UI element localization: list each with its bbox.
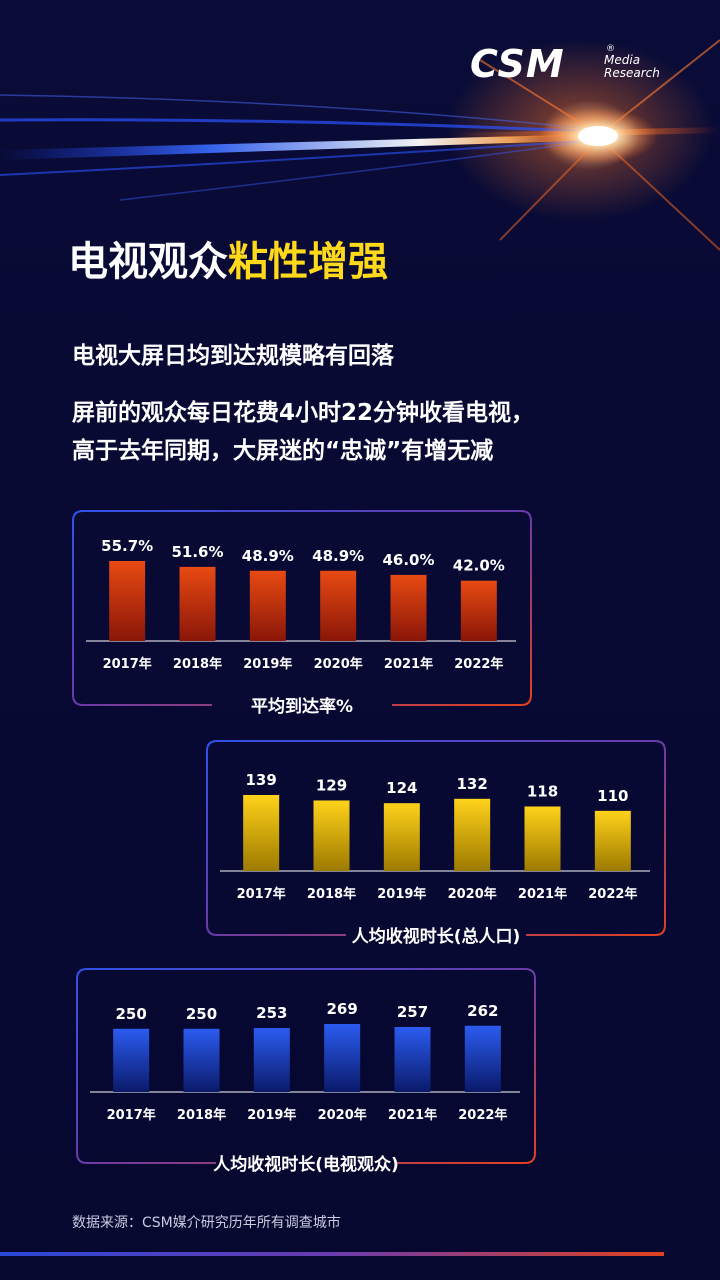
value-label: 139	[246, 771, 277, 789]
value-label: 46.0%	[382, 551, 434, 569]
category-label: 2022年	[454, 656, 503, 672]
value-label: 257	[397, 1003, 428, 1021]
value-label: 55.7%	[101, 537, 153, 555]
value-label: 132	[457, 775, 488, 793]
category-label: 2017年	[103, 656, 152, 672]
category-label: 2018年	[173, 656, 222, 672]
value-label: 48.9%	[242, 547, 294, 565]
bar-2020年	[454, 798, 491, 871]
bar-2020年	[324, 1024, 361, 1092]
bar-2021年	[390, 574, 427, 641]
category-label: 2021年	[384, 656, 433, 672]
category-label: 2018年	[177, 1107, 226, 1123]
value-label: 262	[467, 1002, 498, 1020]
subtitle-viewing-time: 屏前的观众每日花费4小时22分钟收看电视， 高于去年同期，大屏迷的“忠诚”有增无…	[72, 394, 672, 470]
category-label: 2019年	[243, 656, 292, 672]
chart-title: 平均到达率%	[251, 696, 353, 717]
chart-frame	[76, 968, 536, 1164]
value-label: 250	[116, 1005, 147, 1023]
logo-brand: CSM	[470, 42, 565, 86]
chart-svg: 250 2017年 250 2018年 253 2019年 269 2020年 257 2021年…	[76, 968, 536, 1175]
bar-2018年	[179, 566, 216, 641]
viewing-time-viewers-chart: 250 2017年 250 2018年 253 2019年 269 2020年 257 2021年…	[76, 968, 536, 1175]
title-part1: 电视观众	[68, 239, 228, 285]
bottom-divider	[0, 1252, 664, 1256]
bar-2018年	[313, 800, 350, 871]
logo-subtext: Media Research	[604, 54, 674, 80]
subtitle2-line1: 屏前的观众每日花费4小时22分钟收看电视，	[72, 400, 535, 426]
page-title: 电视观众粘性增强	[68, 236, 388, 288]
category-label: 2022年	[458, 1107, 507, 1123]
category-label: 2018年	[307, 886, 356, 902]
category-label: 2020年	[318, 1107, 367, 1123]
chart-title: 人均收视时长(总人口)	[352, 926, 521, 947]
category-label: 2021年	[388, 1107, 437, 1123]
chart-frame	[206, 740, 666, 936]
bar-2022年	[594, 810, 631, 871]
value-label: 124	[386, 779, 417, 797]
value-label: 129	[316, 776, 347, 794]
value-label: 42.0%	[453, 557, 505, 575]
bar-2017年	[243, 795, 280, 871]
category-label: 2017年	[237, 886, 286, 902]
bar-2018年	[183, 1028, 220, 1092]
subtitle2-line2: 高于去年同期，大屏迷的“忠诚”有增无减	[72, 438, 494, 464]
title-part2-highlight: 粘性增强	[228, 239, 388, 285]
bar-2019年	[249, 570, 286, 641]
value-label: 269	[327, 1000, 358, 1018]
bar-2022年	[460, 580, 497, 641]
viewing-time-population-chart: 139 2017年 129 2018年 124 2019年 132 2020年 118 2021年…	[206, 740, 666, 947]
category-label: 2019年	[247, 1107, 296, 1123]
category-label: 2017年	[107, 1107, 156, 1123]
value-label: 110	[597, 787, 628, 805]
reach-rate-chart: 55.7% 2017年 51.6% 2018年 48.9% 2019年 48.9% 2020年…	[72, 510, 532, 717]
category-label: 2019年	[377, 886, 426, 902]
logo-line2: Research	[604, 66, 660, 80]
bar-2019年	[383, 803, 420, 871]
chart-title: 人均收视时长(电视观众)	[213, 1154, 399, 1175]
csm-logo: CSM ® Media Research	[470, 44, 670, 86]
category-label: 2021年	[518, 886, 567, 902]
bar-2017年	[113, 1028, 150, 1092]
value-label: 250	[186, 1005, 217, 1023]
bar-2021年	[394, 1027, 431, 1092]
chart-svg: 139 2017年 129 2018年 124 2019年 132 2020年 118 2021年…	[206, 740, 666, 947]
value-label: 253	[256, 1004, 287, 1022]
logo-line1: Media	[604, 53, 641, 67]
category-label: 2022年	[588, 886, 637, 902]
data-source-note: 数据来源：CSM媒介研究历年所有调查城市	[72, 1215, 341, 1231]
category-label: 2020年	[448, 886, 497, 902]
subtitle-reach: 电视大屏日均到达规模略有回落	[72, 343, 394, 369]
value-label: 118	[527, 782, 558, 800]
chart-frame	[72, 510, 532, 706]
logo-registered-mark: ®	[606, 44, 615, 54]
value-label: 48.9%	[312, 547, 364, 565]
value-label: 51.6%	[171, 543, 223, 561]
bar-2022年	[464, 1025, 501, 1092]
bar-2020年	[320, 570, 357, 641]
light-flare-decoration	[0, 39, 720, 251]
bar-2021年	[524, 806, 561, 871]
chart-svg: 55.7% 2017年 51.6% 2018年 48.9% 2019年 48.9% 2020年…	[72, 510, 532, 717]
bar-2019年	[253, 1028, 290, 1092]
bar-2017年	[109, 561, 146, 641]
category-label: 2020年	[314, 656, 363, 672]
